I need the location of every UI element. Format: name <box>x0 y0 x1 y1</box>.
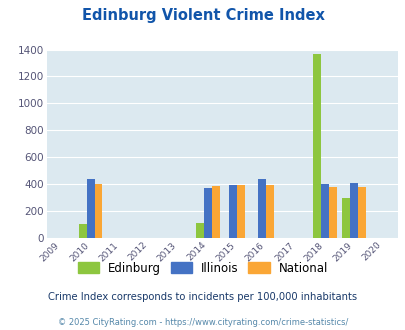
Bar <box>349 183 357 238</box>
Text: © 2025 CityRating.com - https://www.cityrating.com/crime-statistics/: © 2025 CityRating.com - https://www.city… <box>58 318 347 327</box>
Bar <box>86 179 94 238</box>
Bar <box>258 179 266 238</box>
Bar <box>357 186 365 238</box>
Legend: Edinburg, Illinois, National: Edinburg, Illinois, National <box>77 262 328 275</box>
Bar <box>79 224 86 238</box>
Bar <box>237 185 244 238</box>
Bar <box>341 198 349 238</box>
Bar <box>203 188 211 238</box>
Text: Edinburg Violent Crime Index: Edinburg Violent Crime Index <box>81 8 324 23</box>
Bar <box>195 223 203 238</box>
Bar <box>94 184 102 238</box>
Bar <box>312 54 320 238</box>
Bar <box>266 184 273 238</box>
Text: Crime Index corresponds to incidents per 100,000 inhabitants: Crime Index corresponds to incidents per… <box>48 292 357 302</box>
Bar <box>328 186 336 238</box>
Bar <box>228 185 237 238</box>
Bar <box>211 186 219 238</box>
Bar <box>320 184 328 238</box>
